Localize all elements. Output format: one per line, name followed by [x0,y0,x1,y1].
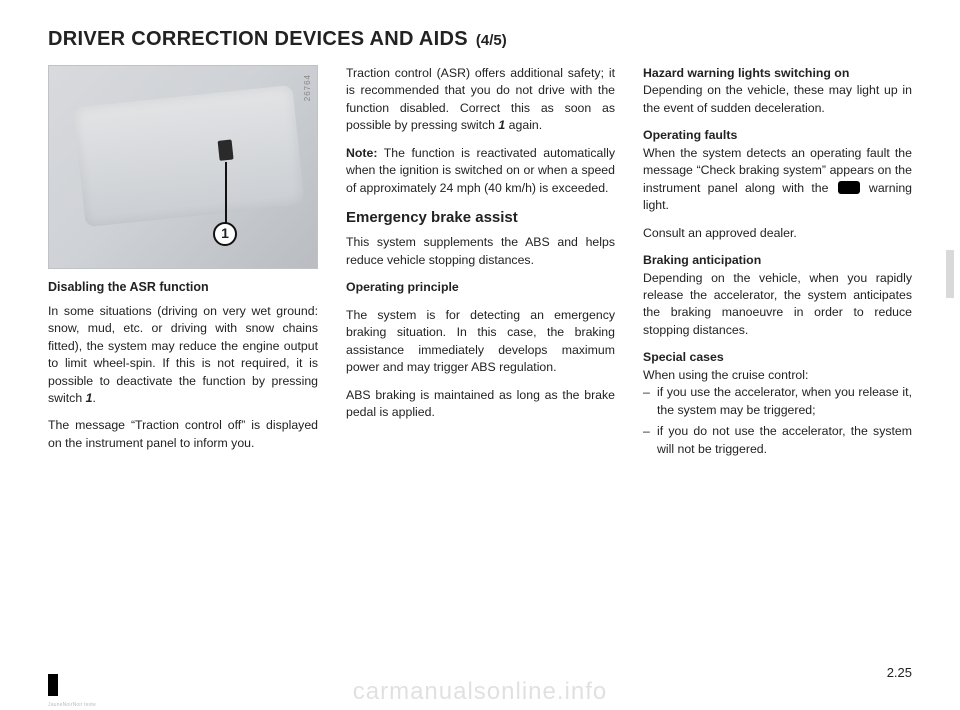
col3-h1: Hazard warning lights switching on [643,66,849,80]
col2-heading-operating-principle: Operating principle [346,279,615,296]
footer-black-mark [48,674,58,696]
col3-h2: Operating faults [643,128,737,142]
page-title: DRIVER CORRECTION DEVICES AND AIDS [48,28,468,51]
warning-light-icon [838,181,860,194]
manual-page: DRIVER CORRECTION DEVICES AND AIDS (4/5)… [0,0,960,710]
col2-p2: Note: The function is reactivated automa… [346,145,615,197]
edge-thumb-tab [946,250,954,298]
col3-p1: Depending on the vehicle, these may ligh… [643,83,912,114]
figure-ref-number: 26764 [302,74,313,101]
page-number: 2.25 [887,665,912,680]
col1-p1-c: . [92,391,95,405]
column-2: Traction control (ASR) offers additional… [346,65,615,462]
page-counter: (4/5) [476,32,507,49]
column-1: 26764 1 Disabling the ASR function In so… [48,65,318,462]
col1-caption: Disabling the ASR function [48,279,318,297]
col1-p2: The message “Traction control off” is di… [48,417,318,452]
col2-p4: The system is for detecting an emergency… [346,307,615,377]
col2-p3: This system supplements the ABS and help… [346,234,615,269]
col2-note-body: The function is reactivated automaticall… [346,146,615,195]
col3-p5: When using the cruise control: [643,368,808,382]
callout-leader-line [225,162,227,224]
col3-h3: Braking anticipation [643,253,761,267]
col2-p1-c: again. [505,118,542,132]
content-columns: 26764 1 Disabling the ASR function In so… [48,65,912,462]
col2-p1: Traction control (ASR) offers additional… [346,65,615,135]
col2-heading-emergency-brake: Emergency brake assist [346,207,615,228]
col3-h4: Special cases [643,350,724,364]
col1-p1: In some situations (driving on very wet … [48,303,318,408]
col3-block-special: Special cases When using the cruise cont… [643,349,912,458]
watermark: carmanualsonline.info [0,678,960,706]
col2-h2: Operating principle [346,280,459,294]
list-item: if you use the accelerator, when you rel… [643,384,912,419]
col3-block-anticipation: Braking anticipation Depending on the ve… [643,252,912,339]
col2-note-label: Note: [346,146,377,160]
col3-p3: Consult an approved dealer. [643,225,912,242]
page-header: DRIVER CORRECTION DEVICES AND AIDS (4/5) [48,28,912,51]
dashboard-figure: 26764 1 [48,65,318,269]
callout-1: 1 [213,222,237,246]
col3-p4: Depending on the vehicle, when you rapid… [643,271,912,337]
footer-fineprint: JauneNoirNoir texte [48,702,96,708]
col3-block-hazard: Hazard warning lights switching on Depen… [643,65,912,117]
list-item: if you do not use the accelerator, the s… [643,423,912,458]
col3-block-faults: Operating faults When the system detects… [643,127,912,214]
col2-p1-a: Traction control (ASR) offers additional… [346,66,615,132]
col1-p1-a: In some situations (driving on very wet … [48,304,318,405]
asr-switch-shape [218,139,234,160]
column-3: Hazard warning lights switching on Depen… [643,65,912,462]
col2-p5: ABS braking is maintained as long as the… [346,387,615,422]
dash-panel-shape [73,85,304,227]
col3-special-list: if you use the accelerator, when you rel… [643,384,912,458]
callout-1-label: 1 [221,224,229,244]
